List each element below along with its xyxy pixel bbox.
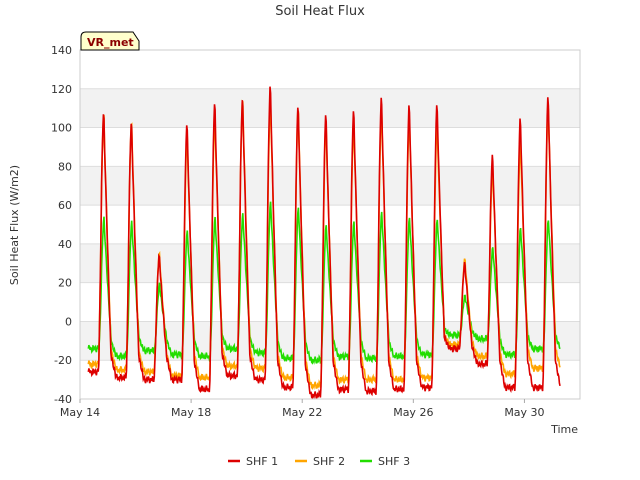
background-band: [80, 88, 580, 128]
y-tick-label: 120: [51, 83, 72, 96]
x-tick-label: May 22: [282, 406, 322, 419]
background-band: [80, 360, 580, 399]
y-tick-label: 0: [65, 315, 72, 328]
background-band: [80, 50, 580, 89]
series-line-shf-1: [87, 86, 561, 400]
chart-title: Soil Heat Flux: [275, 4, 365, 19]
background-band: [80, 127, 580, 167]
axes: [79, 49, 581, 400]
badge-label: VR_met: [87, 36, 134, 49]
background-band: [80, 321, 580, 361]
station-badge: VR_met: [80, 31, 140, 51]
y-axis-label: Soil Heat Flux (W/m2): [8, 165, 21, 285]
y-tick-label: 60: [58, 199, 72, 212]
x-tick-label: May 14: [60, 406, 100, 419]
legend: SHF 1 SHF 2 SHF 3: [228, 455, 410, 468]
x-tick-labels: May 14 May 18 May 22 May 26 May 30: [60, 399, 545, 419]
legend-label: SHF 3: [378, 455, 410, 468]
y-tick-label: 20: [58, 277, 72, 290]
y-tick-labels: -40 -20 0 20 40 60 80 100 120 140: [51, 44, 72, 406]
y-tick-label: 80: [58, 160, 72, 173]
legend-item: SHF 3: [360, 455, 410, 468]
badge-background: [80, 31, 140, 51]
y-tick-label: -20: [54, 354, 72, 367]
legend-item: SHF 2: [295, 455, 345, 468]
x-tick-label: May 26: [393, 406, 433, 419]
x-axis-label: Time: [550, 423, 578, 436]
y-tick-label: 140: [51, 44, 72, 57]
series-line-shf-3: [87, 201, 561, 365]
y-tick-label: -40: [54, 393, 72, 406]
legend-label: SHF 1: [246, 455, 278, 468]
legend-item: SHF 1: [228, 455, 278, 468]
plot-frame: [79, 49, 581, 400]
series-layer: [87, 86, 561, 400]
x-tick-label: May 18: [171, 406, 211, 419]
background-band: [80, 166, 580, 206]
y-tick-label: 100: [51, 122, 72, 135]
y-tick-label: 40: [58, 238, 72, 251]
legend-label: SHF 2: [313, 455, 345, 468]
x-tick-label: May 30: [504, 406, 544, 419]
